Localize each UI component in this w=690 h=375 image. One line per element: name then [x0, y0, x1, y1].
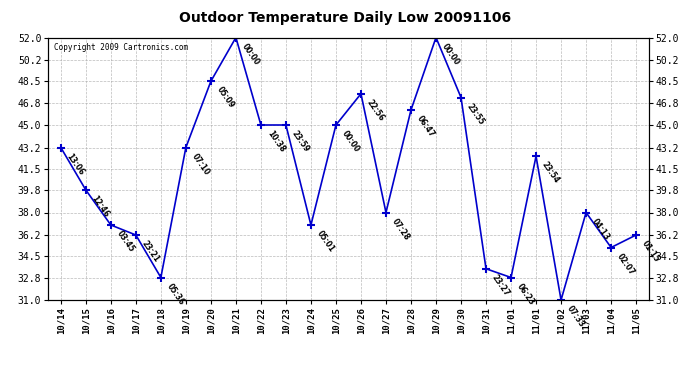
- Text: 12:46: 12:46: [90, 194, 111, 219]
- Text: 01:15: 01:15: [640, 239, 662, 264]
- Text: 10:38: 10:38: [265, 129, 286, 154]
- Text: 07:33: 07:33: [565, 304, 586, 329]
- Text: 23:55: 23:55: [465, 102, 486, 126]
- Text: Copyright 2009 Cartronics.com: Copyright 2009 Cartronics.com: [55, 43, 188, 52]
- Text: 07:28: 07:28: [390, 217, 411, 242]
- Text: 23:59: 23:59: [290, 129, 311, 154]
- Text: 06:47: 06:47: [415, 114, 437, 139]
- Text: 06:23: 06:23: [515, 282, 536, 307]
- Text: 07:10: 07:10: [190, 152, 211, 177]
- Text: 03:45: 03:45: [115, 229, 136, 254]
- Text: 05:09: 05:09: [215, 86, 236, 110]
- Text: 04:13: 04:13: [590, 217, 611, 242]
- Text: 22:56: 22:56: [365, 98, 386, 123]
- Text: 23:27: 23:27: [490, 273, 511, 298]
- Text: 23:21: 23:21: [140, 239, 161, 264]
- Text: 02:07: 02:07: [615, 252, 637, 277]
- Text: 05:01: 05:01: [315, 229, 336, 254]
- Text: 23:54: 23:54: [540, 160, 562, 185]
- Text: 00:00: 00:00: [340, 129, 362, 154]
- Text: 00:00: 00:00: [240, 42, 262, 67]
- Text: Outdoor Temperature Daily Low 20091106: Outdoor Temperature Daily Low 20091106: [179, 11, 511, 25]
- Text: 00:00: 00:00: [440, 42, 462, 67]
- Text: 05:36: 05:36: [165, 282, 186, 306]
- Text: 13:06: 13:06: [65, 152, 86, 177]
